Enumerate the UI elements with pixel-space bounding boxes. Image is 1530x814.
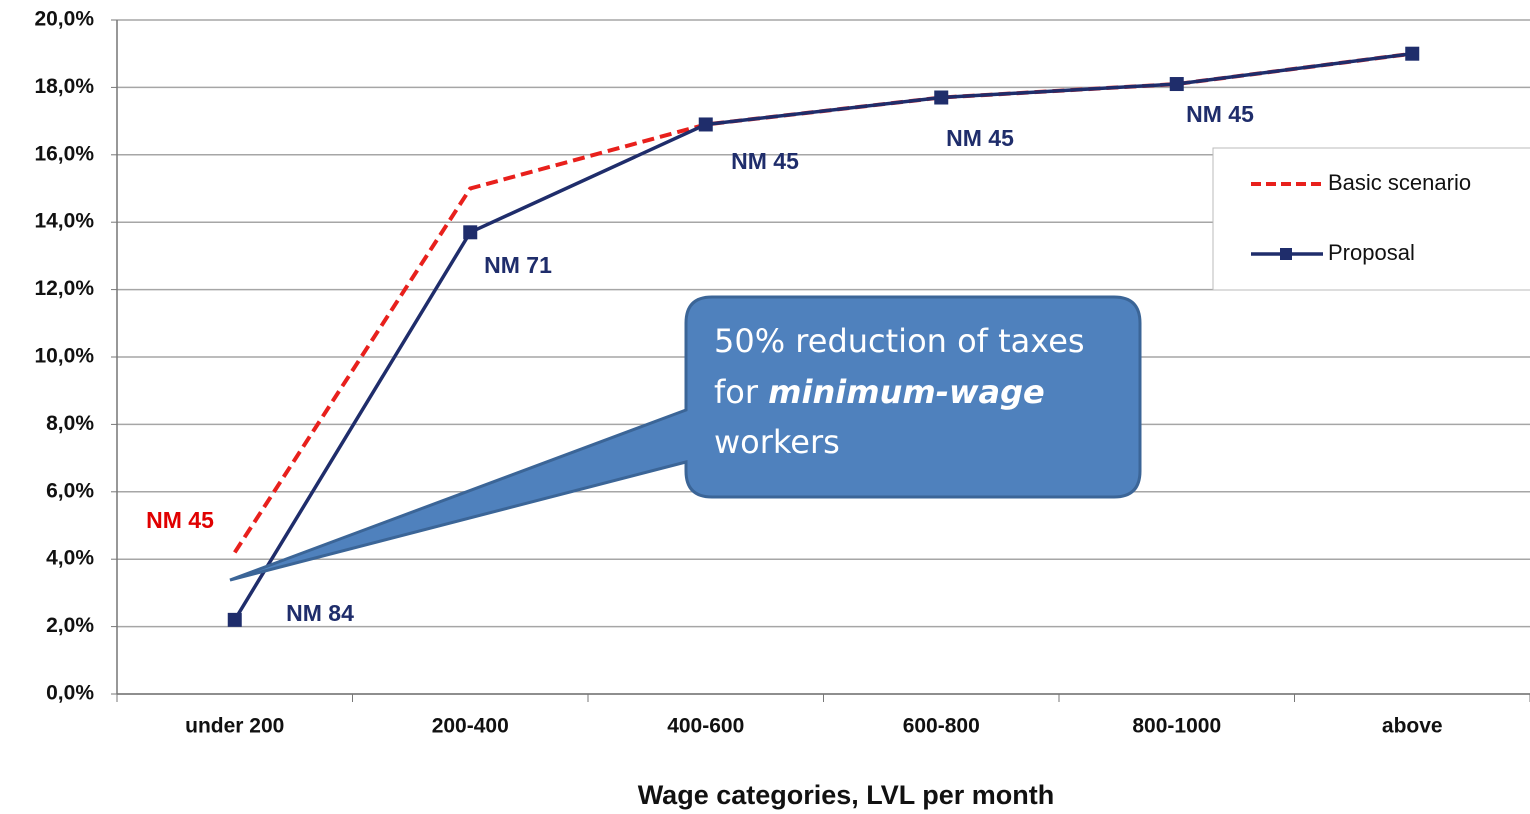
callout-text: 50% reduction of taxes xyxy=(714,322,1085,360)
annotation: NM 71 xyxy=(484,252,552,278)
series-line xyxy=(233,51,1413,621)
x-tick-label: under 200 xyxy=(185,715,284,738)
legend-marker xyxy=(1280,248,1292,260)
legend-box xyxy=(1212,147,1530,291)
y-tick-label: 12,0% xyxy=(34,277,94,300)
x-tick-label: 600-800 xyxy=(903,715,980,738)
callout-text: workers xyxy=(714,423,840,461)
point-marker xyxy=(227,612,242,627)
point-marker xyxy=(1405,46,1420,61)
x-tick-label: above xyxy=(1382,715,1443,738)
point-marker xyxy=(463,225,478,240)
y-tick-label: 6,0% xyxy=(46,479,94,502)
y-tick-label: 16,0% xyxy=(34,142,94,165)
y-tick-label: 0,0% xyxy=(46,682,94,705)
legend-label: Proposal xyxy=(1328,240,1415,265)
callout-emphasis: minimum-wage xyxy=(768,373,1045,411)
annotation: NM 45 xyxy=(731,148,799,174)
point-marker xyxy=(1169,77,1184,92)
x-tick-label: 800-1000 xyxy=(1132,715,1221,738)
annotation: NM 45 xyxy=(146,507,214,533)
legend: Basic scenario Proposal xyxy=(1212,147,1530,291)
y-tick-label: 2,0% xyxy=(46,614,94,637)
y-tick-label: 4,0% xyxy=(46,547,94,570)
annotation: NM 45 xyxy=(1186,101,1254,127)
y-tick-label: 8,0% xyxy=(46,412,94,435)
annotation: NM 84 xyxy=(286,600,354,626)
point-marker xyxy=(698,117,713,132)
y-tick-label: 18,0% xyxy=(34,75,94,98)
callout: 50% reduction of taxes for minimum-wage wo… xyxy=(229,295,1142,582)
y-tick-label: 10,0% xyxy=(34,345,94,368)
x-tick-label: 200-400 xyxy=(432,715,509,738)
y-tick-label: 20,0% xyxy=(34,8,94,31)
annotation: NM 45 xyxy=(946,125,1014,151)
callout-text: for minimum-wage xyxy=(714,373,1045,411)
callout-shape xyxy=(229,295,1142,582)
legend-label: Basic scenario xyxy=(1328,170,1471,195)
x-tick-label: 400-600 xyxy=(667,715,744,738)
y-tick-label: 14,0% xyxy=(34,210,94,233)
point-marker xyxy=(934,90,949,105)
x-axis-title: Wage categories, LVL per month xyxy=(638,780,1055,810)
callout-text-part: for xyxy=(714,373,768,411)
